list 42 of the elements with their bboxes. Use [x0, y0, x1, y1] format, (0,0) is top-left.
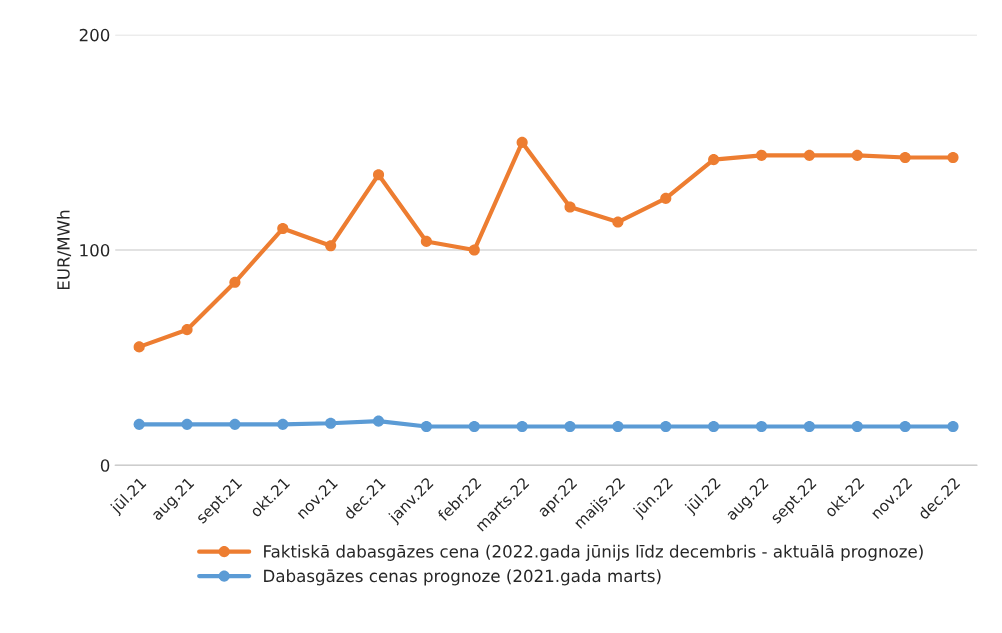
point — [468, 420, 480, 433]
point — [516, 136, 528, 148]
point — [325, 240, 337, 252]
point — [277, 418, 289, 430]
point — [899, 420, 911, 433]
point — [181, 418, 193, 430]
point — [325, 417, 337, 429]
point — [755, 149, 768, 161]
point — [372, 415, 385, 427]
point — [133, 418, 145, 430]
point — [229, 276, 241, 288]
point — [181, 324, 193, 336]
y-axis-title: EUR/MWh — [56, 210, 72, 290]
point — [612, 420, 624, 433]
point — [851, 149, 863, 161]
y-tick-label: 100 — [80, 244, 110, 257]
point — [420, 420, 432, 433]
point — [612, 216, 624, 228]
point — [708, 154, 720, 166]
point — [564, 201, 576, 213]
point — [899, 151, 911, 164]
point — [851, 420, 863, 433]
legend-label: Dabasgāzes cenas prognoze (2021.gada marts) — [264, 569, 661, 586]
point — [708, 420, 720, 433]
point — [755, 420, 768, 433]
point — [372, 169, 385, 181]
point — [660, 420, 672, 433]
y-tick-label: 0 — [100, 459, 110, 472]
point — [516, 420, 528, 433]
point — [564, 420, 576, 433]
point — [229, 418, 241, 430]
point — [803, 149, 815, 161]
legend-label: Faktiskā dabasgāzes cena (2022.gada jūnijs līdz decembris - aktuālā prognoze) — [264, 544, 923, 561]
point — [420, 235, 432, 247]
point — [947, 151, 959, 164]
point — [468, 244, 480, 256]
point — [947, 420, 959, 433]
point — [660, 192, 672, 204]
point — [803, 420, 815, 433]
point — [133, 341, 145, 353]
y-tick-label: 200 — [79, 28, 110, 42]
point — [277, 222, 289, 235]
